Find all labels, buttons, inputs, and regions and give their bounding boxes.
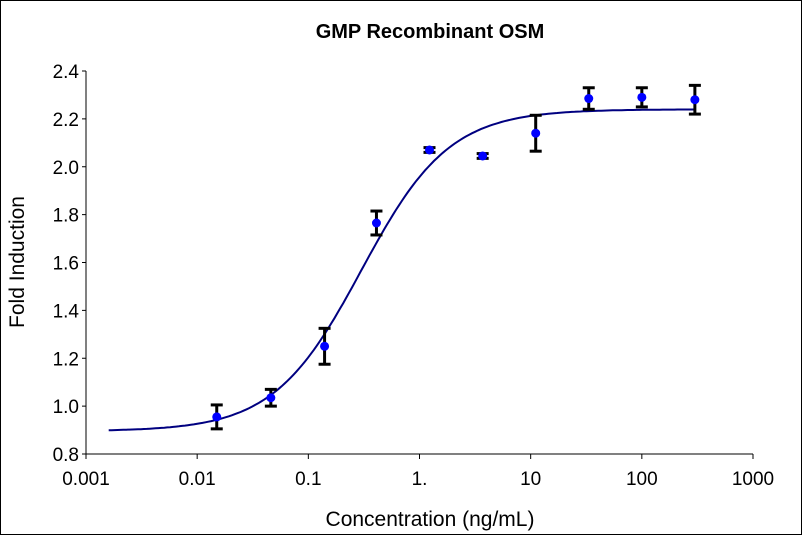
data-point bbox=[210, 403, 223, 431]
data-point bbox=[529, 113, 542, 153]
point-marker bbox=[478, 151, 488, 161]
y-axis-label: Fold Induction bbox=[6, 196, 29, 328]
point-marker bbox=[690, 95, 700, 105]
y-tick-label: 1.0 bbox=[53, 397, 79, 418]
point-marker bbox=[371, 218, 381, 228]
data-point bbox=[476, 151, 489, 161]
y-tick-label: 2.0 bbox=[53, 158, 79, 179]
y-tick-label: 2.2 bbox=[53, 110, 79, 131]
data-point bbox=[318, 326, 331, 366]
x-tick-label: 10 bbox=[520, 469, 541, 490]
data-point bbox=[264, 387, 277, 408]
point-marker bbox=[266, 393, 276, 403]
fit-curve bbox=[108, 108, 695, 432]
data-point bbox=[582, 86, 595, 111]
x-tick-label: 1000 bbox=[732, 469, 774, 490]
y-tick-label: 1.8 bbox=[53, 206, 79, 227]
point-marker bbox=[320, 341, 330, 351]
data-points bbox=[210, 83, 701, 431]
x-tick-label: 0.001 bbox=[62, 469, 110, 490]
x-tick-label: 0.01 bbox=[179, 469, 216, 490]
data-point bbox=[688, 83, 701, 116]
tick-labels: 0.8 1.0 1.2 1.4 1.6 1.8 2.0 2.2 2.4 0.001 0.01 0.1 1… bbox=[53, 62, 775, 490]
y-tick-label: 0.8 bbox=[53, 445, 79, 466]
chart-title: GMP Recombinant OSM bbox=[316, 21, 545, 43]
y-tick-label: 2.4 bbox=[53, 62, 80, 83]
y-tick-label: 1.4 bbox=[53, 301, 80, 322]
x-tick-label: 1. bbox=[412, 469, 428, 490]
point-marker bbox=[424, 145, 434, 155]
point-marker bbox=[637, 92, 647, 102]
x-tick-label: 100 bbox=[626, 469, 658, 490]
y-tick-label: 1.2 bbox=[53, 349, 79, 370]
data-point bbox=[370, 209, 383, 237]
x-axis-label: Concentration (ng/mL) bbox=[326, 508, 535, 531]
x-tick-label: 0.1 bbox=[295, 469, 321, 490]
point-marker bbox=[531, 128, 541, 138]
point-marker bbox=[584, 94, 594, 104]
axes bbox=[82, 70, 754, 459]
point-marker bbox=[212, 412, 222, 422]
data-point bbox=[423, 145, 436, 155]
y-tick-label: 1.6 bbox=[53, 254, 79, 275]
data-point bbox=[635, 86, 648, 109]
